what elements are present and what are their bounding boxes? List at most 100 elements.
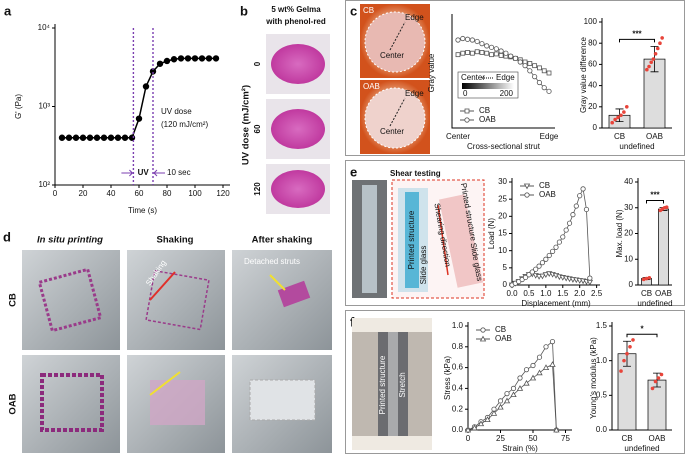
data-point — [622, 110, 626, 114]
x-tick-label: 80 — [163, 189, 172, 198]
significance: *** — [632, 29, 642, 38]
point — [135, 115, 143, 122]
annotation: 10 sec — [167, 168, 191, 177]
panel-letter: e — [350, 164, 357, 179]
x-tick-label: CB — [614, 132, 625, 141]
column-header: After shaking — [252, 235, 313, 246]
x-axis-label: undefined — [624, 444, 659, 453]
photo-label: CB — [363, 6, 374, 15]
point — [498, 48, 504, 54]
point — [484, 50, 490, 56]
y-tick-label: 0.4 — [452, 384, 464, 393]
legend-label: OAB — [495, 334, 512, 343]
point — [549, 338, 556, 345]
x-axis-label: Cross-sectional strut — [467, 142, 541, 151]
point — [493, 46, 499, 52]
point — [543, 256, 549, 262]
data-point — [624, 105, 629, 109]
data-point — [644, 276, 649, 281]
photo-note: Printed structure — [407, 210, 416, 269]
point — [488, 44, 495, 50]
photo-title: Shear testing — [390, 169, 441, 178]
y-tick-label: 80 — [588, 38, 597, 47]
y-tick-label: 0.2 — [452, 404, 464, 413]
y-tick-label: 1.0 — [596, 356, 608, 365]
data-point — [651, 57, 656, 61]
point — [65, 134, 73, 141]
inset-label: Center — [461, 73, 485, 82]
y-axis-label: Gray value — [427, 53, 436, 92]
point — [79, 134, 87, 141]
annotation-arrow — [121, 169, 165, 177]
y-tick-label: 40 — [624, 177, 633, 186]
point — [477, 420, 485, 427]
row-header: CB — [8, 293, 19, 307]
y-tick-label: 30 — [498, 177, 507, 186]
point — [142, 83, 150, 90]
photo — [22, 250, 332, 453]
x-tick-label: 0.5 — [523, 289, 535, 298]
y-tick-label: 0 — [629, 280, 634, 289]
point — [527, 61, 533, 66]
point — [529, 374, 537, 381]
x-tick-label: 0 — [53, 189, 58, 198]
bar — [647, 379, 667, 431]
point — [536, 79, 543, 86]
point — [465, 50, 470, 55]
point — [532, 63, 538, 69]
x-axis-label: undefined — [619, 142, 654, 151]
x-tick-label: 2.0 — [574, 289, 586, 298]
point — [522, 63, 528, 69]
legend-marker — [523, 183, 531, 190]
significance: *** — [650, 191, 660, 200]
photo — [266, 34, 330, 214]
x-axis-label: Displacement (mm) — [521, 299, 591, 308]
x-tick-label: 25 — [496, 434, 505, 443]
data-point — [613, 117, 617, 122]
x-tick-label: CB — [641, 289, 652, 298]
photo-note: Stretch — [398, 372, 407, 397]
x-tick-label: 50 — [529, 434, 538, 443]
point — [479, 50, 485, 55]
point — [546, 70, 552, 76]
point — [474, 38, 480, 45]
legend-label: OAB — [539, 190, 556, 199]
y-tick-label: 30 — [624, 203, 633, 212]
axis-label: UV dose (mJ/cm²) — [241, 85, 252, 165]
data-point — [619, 369, 623, 373]
point — [553, 244, 559, 250]
point — [198, 55, 206, 62]
legend-marker — [524, 192, 530, 198]
point — [464, 36, 471, 42]
point — [114, 134, 122, 141]
colorbar — [462, 83, 514, 89]
point — [474, 49, 480, 55]
photo-note: Edge — [405, 89, 424, 98]
legend-label: CB — [479, 106, 490, 115]
point — [508, 53, 514, 59]
y-tick-label: 10⁴ — [38, 23, 51, 32]
y-tick-label: 40 — [588, 81, 597, 90]
point — [107, 134, 115, 141]
y-axis-label: G' (Pa) — [14, 94, 23, 119]
point — [497, 398, 504, 404]
y-tick-label: 10³ — [38, 102, 50, 111]
point — [583, 206, 590, 213]
point — [563, 227, 569, 233]
x-tick-label: 20 — [79, 189, 88, 198]
data-point — [619, 113, 623, 118]
point — [541, 68, 547, 74]
significance-bracket — [619, 38, 655, 43]
point — [156, 60, 164, 67]
y-tick-label: 10² — [38, 180, 50, 189]
point — [530, 362, 536, 369]
data-point — [650, 386, 655, 391]
x-tick-label: CB — [621, 434, 632, 443]
x-axis-label: Time (s) — [128, 206, 157, 215]
error-bar — [653, 372, 661, 388]
point — [100, 134, 108, 141]
point — [489, 52, 494, 58]
point — [460, 50, 466, 56]
point — [510, 385, 517, 391]
point — [586, 279, 594, 286]
